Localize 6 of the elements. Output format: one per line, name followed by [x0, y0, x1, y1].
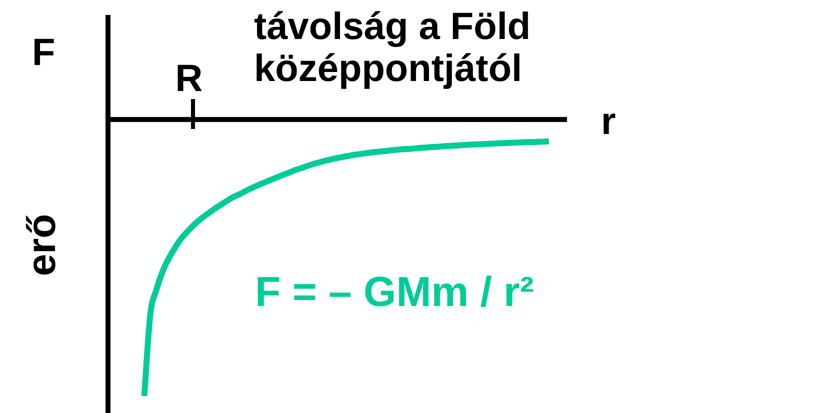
series-label: F = – GMm / r² [255, 268, 534, 315]
text: R [175, 58, 203, 100]
text: r [601, 101, 616, 143]
text: F [32, 32, 56, 74]
x-axis-title: távolság a Föld középpontjától [254, 6, 532, 90]
y-axis-title: erő [20, 213, 64, 276]
